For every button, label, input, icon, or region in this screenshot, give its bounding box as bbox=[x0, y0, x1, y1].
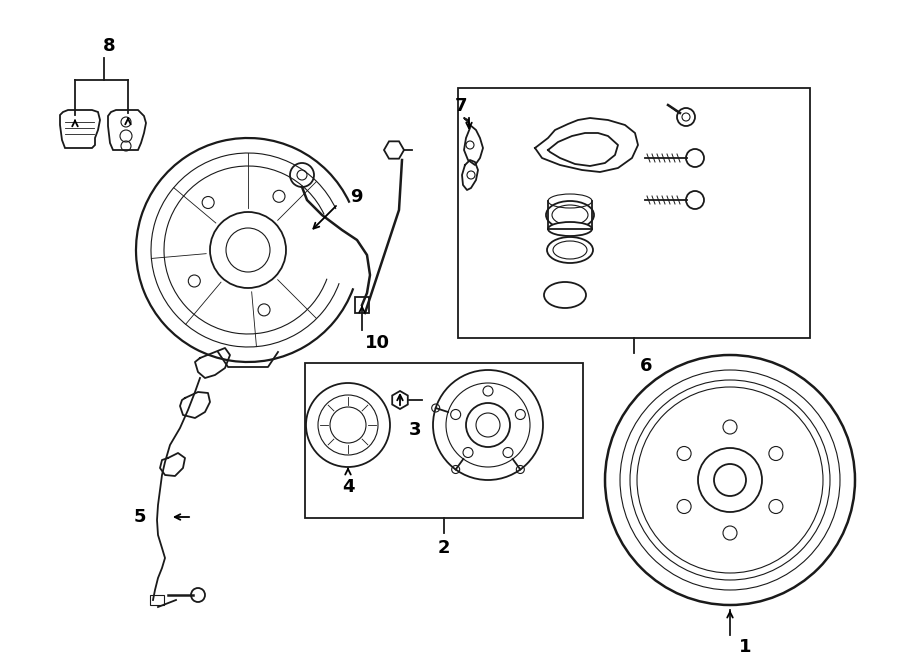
Text: 4: 4 bbox=[342, 478, 355, 496]
Bar bbox=[150, 595, 164, 605]
Polygon shape bbox=[60, 110, 100, 148]
Polygon shape bbox=[392, 391, 408, 409]
Text: 6: 6 bbox=[640, 357, 652, 375]
Bar bbox=[355, 297, 369, 313]
Bar bbox=[305, 363, 583, 518]
Text: 2: 2 bbox=[437, 539, 450, 557]
Text: 8: 8 bbox=[103, 37, 115, 55]
Text: 3: 3 bbox=[409, 421, 421, 439]
Text: 1: 1 bbox=[739, 638, 752, 656]
Text: 10: 10 bbox=[364, 334, 390, 352]
Text: 5: 5 bbox=[134, 508, 146, 526]
Text: 9: 9 bbox=[350, 188, 362, 206]
Bar bbox=[458, 88, 810, 338]
Polygon shape bbox=[384, 141, 404, 159]
Polygon shape bbox=[108, 110, 146, 150]
Text: 7: 7 bbox=[454, 97, 467, 115]
Ellipse shape bbox=[548, 222, 592, 236]
